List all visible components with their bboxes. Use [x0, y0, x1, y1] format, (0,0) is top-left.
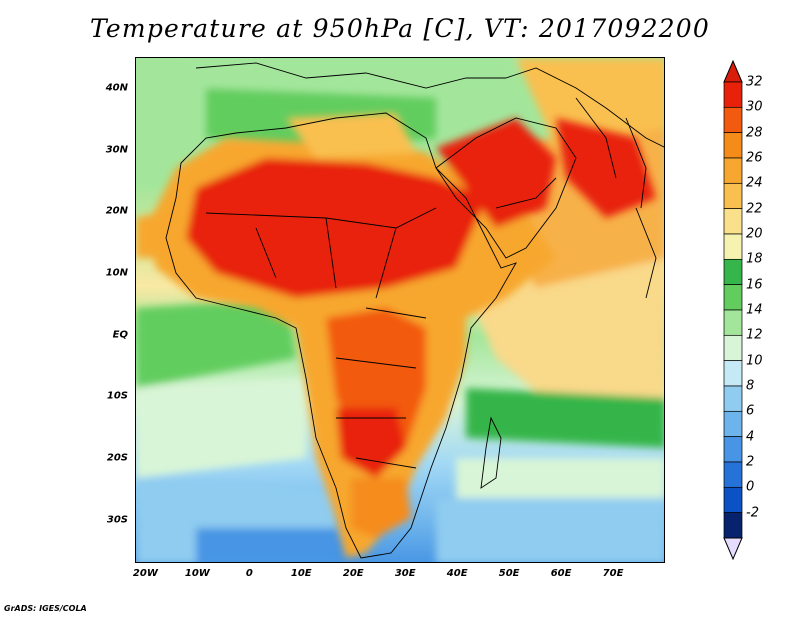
colorbar-segment [723, 157, 743, 184]
colorbar-bottom-arrow [723, 537, 743, 560]
lon-label: 20W [132, 568, 158, 579]
lon-label: 70E [602, 568, 624, 579]
colorbar-label: 12 [746, 327, 763, 343]
africa-temperature [136, 113, 656, 558]
lat-label: 30N [105, 144, 128, 156]
map-panel [135, 57, 665, 563]
colorbar-label: -2 [746, 505, 759, 521]
coastlines [165, 62, 664, 559]
lon-label: 0 [245, 568, 253, 579]
lat-label: 10S [106, 390, 128, 402]
lat-label: 20S [106, 452, 128, 464]
colorbar-label: 20 [746, 226, 763, 242]
colorbar-segment [723, 233, 743, 260]
colorbar-segment [723, 258, 743, 286]
colorbar-label: 26 [746, 150, 763, 166]
colorbar-label: 24 [746, 175, 763, 191]
colorbar-label: 30 [746, 99, 763, 115]
colorbar-segment [723, 284, 743, 311]
lat-label: 30S [106, 514, 128, 526]
colorbar [723, 60, 743, 560]
colorbar-label: 16 [746, 277, 763, 293]
lon-label: 50E [498, 568, 520, 579]
colorbar-label: 0 [746, 479, 755, 495]
colorbar-segment [723, 385, 743, 412]
colorbar-label: 28 [746, 125, 763, 141]
colorbar-segment [723, 436, 743, 463]
lon-label: 20E [342, 568, 364, 579]
lat-label: 20N [105, 205, 128, 217]
colorbar-label: 4 [746, 429, 755, 445]
lat-label: 10N [105, 267, 128, 279]
lon-label: 30E [394, 568, 416, 579]
colorbar-segment [723, 106, 743, 134]
colorbar-segment [723, 360, 743, 387]
colorbar-segment [723, 512, 743, 539]
colorbar-segment [723, 182, 743, 210]
colorbar-segment [723, 486, 743, 514]
chart-title: Temperature at 950hPa [C], VT: 201709220… [90, 14, 710, 43]
lon-label: 40E [446, 568, 468, 579]
credit-text: GrADS: IGES/COLA [4, 604, 87, 613]
lon-label: 10E [290, 568, 312, 579]
lon-label: 10W [184, 568, 210, 579]
colorbar-top-arrow [723, 60, 743, 83]
colorbar-label: 18 [746, 251, 763, 267]
lat-label: 40N [105, 82, 128, 94]
colorbar-label: 10 [746, 353, 763, 369]
colorbar-segment [723, 461, 743, 488]
colorbar-label: 8 [746, 378, 755, 394]
colorbar-label: 22 [746, 201, 763, 217]
colorbar-segment [723, 81, 743, 108]
colorbar-segment [723, 208, 743, 235]
temperature-map [136, 58, 664, 562]
colorbar-segment [723, 132, 743, 159]
colorbar-label: 6 [746, 403, 755, 419]
colorbar-segment [723, 309, 743, 336]
lon-label: 60E [550, 568, 572, 579]
colorbar-label: 2 [746, 454, 755, 470]
lat-label: EQ [112, 329, 128, 341]
colorbar-segment [723, 410, 743, 438]
colorbar-segment [723, 334, 743, 362]
colorbar-label: 32 [746, 74, 763, 90]
colorbar-label: 14 [746, 302, 763, 318]
